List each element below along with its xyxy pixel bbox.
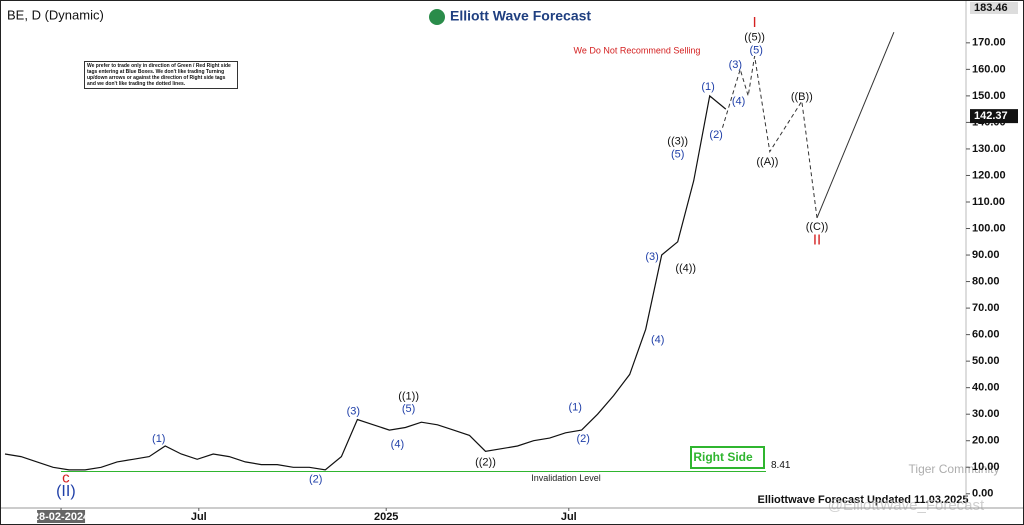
y-tick-label: 170.00	[972, 37, 1006, 49]
last-price: 142.37	[974, 110, 1008, 122]
wave-label: ((4))	[675, 263, 696, 275]
watermark: @ElliottWave_Forecast	[828, 497, 985, 514]
price-line	[4, 94, 727, 471]
y-tick-label: 100.00	[972, 222, 1006, 234]
wave-label: (1)	[568, 402, 581, 414]
invalidation-value: 8.41	[771, 460, 791, 471]
wave-label: (5)	[749, 45, 762, 57]
y-tick-label: 0.00	[972, 488, 993, 500]
y-tick-label: 20.00	[972, 435, 1000, 447]
wave-label: ((B))	[791, 91, 813, 103]
footer: Elliottwave Forecast Updated 11.03.2025	[758, 494, 969, 506]
wave-label: (4)	[391, 439, 404, 451]
x-tick-label: 28-02-2024	[33, 511, 90, 523]
x-tick-label: Jul	[561, 511, 577, 523]
y-tick-label: 130.00	[972, 143, 1006, 155]
wave-label: ((A))	[756, 156, 778, 168]
wave-label: ((2))	[475, 457, 496, 469]
wave-label: ((1))	[398, 391, 419, 403]
y-tick-label: 10.00	[972, 461, 1000, 473]
wave-label: (3)	[645, 251, 658, 263]
logo	[429, 9, 445, 25]
high-price-box	[970, 2, 1018, 14]
x-tick-label: Jul	[191, 511, 207, 523]
wave-label: (II)	[56, 483, 76, 500]
chart-title: BE, D (Dynamic)	[7, 7, 104, 22]
warning: We Do Not Recommend Selling	[574, 45, 701, 55]
wave-label: (2)	[309, 474, 322, 486]
wave-label: c	[62, 470, 70, 487]
right-side: Right Side	[693, 450, 753, 464]
wave-label: (3)	[347, 406, 360, 418]
invalidation-label: Invalidation Level	[531, 473, 601, 483]
wave-label: ((C))	[806, 221, 829, 233]
wave-label: (3)	[729, 59, 742, 71]
wave-label: ((5))	[744, 32, 765, 44]
x-tick-label: 2025	[374, 511, 398, 523]
y-tick-label: 120.00	[972, 169, 1006, 181]
wave-label: ((3))	[667, 136, 688, 148]
y-tick-label: 80.00	[972, 275, 1000, 287]
wave-label: (5)	[671, 149, 684, 161]
y-tick-label: 110.00	[972, 196, 1005, 208]
y-tick-label: 150.00	[972, 90, 1006, 102]
y-tick-label: 160.00	[972, 63, 1006, 75]
y-tick-label: 40.00	[972, 382, 1000, 394]
wave-label: (4)	[651, 334, 664, 346]
wave-label: (2)	[709, 129, 722, 141]
wave-label: (5)	[402, 403, 415, 415]
wave-label: (1)	[152, 433, 165, 445]
wave-label: (2)	[576, 433, 589, 445]
wave-label: I	[752, 14, 756, 31]
y-tick-label: 50.00	[972, 355, 1000, 367]
community: Tiger Community	[909, 462, 1000, 476]
y-tick-label: 30.00	[972, 408, 1000, 420]
high-price: 183.46	[974, 2, 1008, 14]
y-tick-label: 70.00	[972, 302, 1000, 314]
y-tick-label: 60.00	[972, 329, 1000, 341]
projection-line	[816, 32, 895, 219]
wave-label: (1)	[701, 81, 714, 93]
right-side-box	[690, 446, 765, 469]
note: We prefer to trade only in direction of …	[84, 61, 238, 89]
wave-label: II	[813, 232, 821, 249]
last-price-box	[970, 109, 1018, 124]
brand: Elliott Wave Forecast	[450, 8, 591, 24]
y-tick-label: 90.00	[972, 249, 1000, 261]
projection-line	[722, 56, 818, 218]
x-tick-highlight	[37, 510, 86, 523]
wave-label: (4)	[732, 96, 745, 108]
